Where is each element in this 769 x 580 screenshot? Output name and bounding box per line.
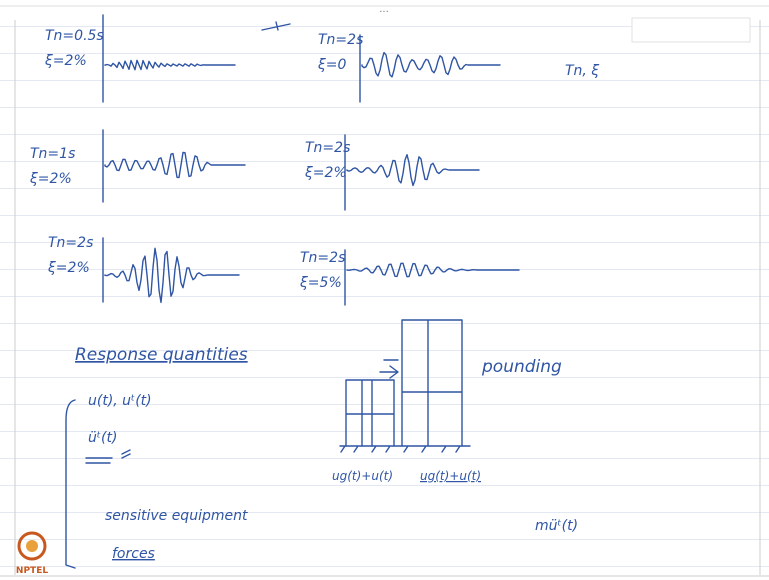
heading: Response quantities xyxy=(75,345,248,365)
bracket xyxy=(66,400,75,568)
textbox xyxy=(632,18,750,42)
note-item: forces xyxy=(112,546,155,562)
buildings xyxy=(340,320,470,452)
waveform xyxy=(362,53,500,77)
formula: müᵗ(t) xyxy=(535,518,578,534)
scribble xyxy=(262,22,290,30)
diagram-label: pounding xyxy=(481,357,562,377)
damping-label: ξ=2% xyxy=(304,165,347,181)
period-label: Tn=2s xyxy=(305,140,350,156)
diagram-label: ug(t)+u(t) xyxy=(420,469,481,483)
note-item: üᵗ(t) xyxy=(88,430,117,446)
note-item: u(t), uᵗ(t) xyxy=(88,393,152,409)
menu-dots[interactable]: ... xyxy=(379,4,389,15)
canvas: ... Tn=0.5s ξ=2% Tn=2s ξ=0 Tn=1s ξ=2% Tn=2s ξ=2… xyxy=(0,0,769,580)
damping-label: ξ=0 xyxy=(317,57,347,73)
period-label: Tn=0.5s xyxy=(45,28,104,44)
period-label: Tn=2s xyxy=(318,32,363,48)
logo-text: NPTEL xyxy=(16,566,48,576)
period-label: Tn=1s xyxy=(30,146,75,162)
plots: Tn=0.5s ξ=2% Tn=2s ξ=0 Tn=1s ξ=2% Tn=2s ξ=2% Tn=… xyxy=(29,15,519,305)
notes-page: ... Tn=0.5s ξ=2% Tn=2s ξ=0 Tn=1s ξ=2% Tn=2s ξ=2… xyxy=(0,0,769,580)
period-label: Tn=2s xyxy=(48,235,93,251)
logo: NPTEL xyxy=(16,533,48,576)
damping-label: ξ=5% xyxy=(299,275,342,291)
damping-label: ξ=2% xyxy=(47,260,90,276)
period-label: Tn=2s xyxy=(300,250,345,266)
note-item: sensitive equipment xyxy=(105,508,248,524)
waveform xyxy=(105,248,239,302)
waveform xyxy=(105,153,245,178)
scribble xyxy=(86,450,130,463)
side-note: Tn, ξ xyxy=(565,63,599,79)
damping-label: ξ=2% xyxy=(44,53,87,69)
diagram-label: ug(t)+u(t) xyxy=(332,469,393,483)
waveform xyxy=(105,60,235,69)
waveform xyxy=(347,155,479,186)
waveform xyxy=(347,263,519,276)
damping-label: ξ=2% xyxy=(29,171,72,187)
